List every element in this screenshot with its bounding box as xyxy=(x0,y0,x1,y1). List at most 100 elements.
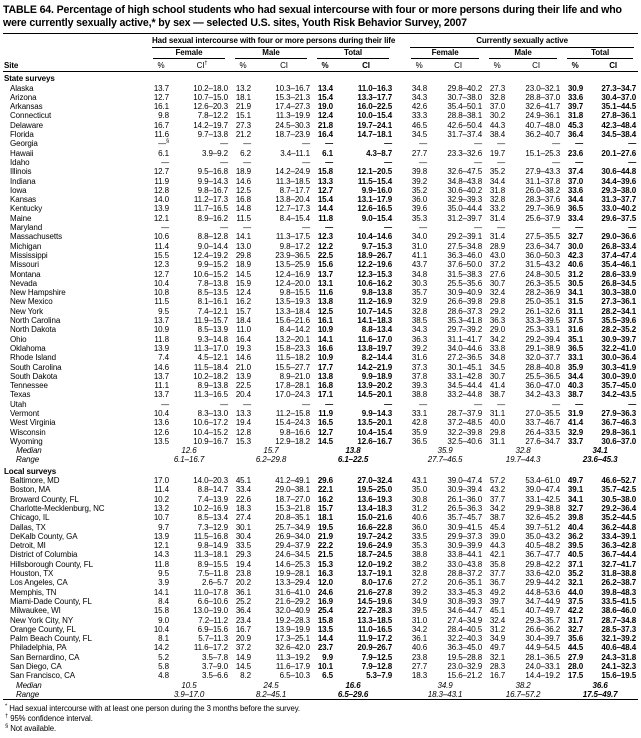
value-cell: 30.1–45.1 xyxy=(447,362,483,372)
site-name: Georgia xyxy=(10,139,38,149)
value-cell: 4.5–12.1 xyxy=(197,353,228,363)
value-cell: 33.3 xyxy=(411,111,428,121)
value-cell: 9.9–18.9 xyxy=(361,371,393,381)
value-cell: 29.7–36.9 xyxy=(525,204,561,214)
group-gap xyxy=(394,102,406,111)
pct-header: % xyxy=(312,59,338,73)
value-cell: 11.6–17.2 xyxy=(193,643,228,653)
stat-value-cell: 16.6 xyxy=(345,680,361,690)
value-cell: 44.3 xyxy=(489,541,506,551)
value-cell: 23.6 xyxy=(567,148,584,158)
value-cell: 9.9–14.3 xyxy=(361,408,393,418)
section-header-row: State surveys xyxy=(3,72,638,84)
value-cell: 35.0–43.2 xyxy=(525,531,561,541)
value-cell: 15.3 xyxy=(235,436,251,446)
value-cell: 32.9 xyxy=(411,297,428,307)
value-cell: 10.7–14.5 xyxy=(357,306,393,316)
range-label: Range xyxy=(16,455,40,465)
value-cell: 40.4 xyxy=(567,522,584,532)
group-gap xyxy=(394,34,406,48)
value-cell: 25.0–35.1 xyxy=(525,297,561,307)
value-cell: — xyxy=(220,139,228,149)
value-cell: 38.6–46.0 xyxy=(601,606,637,616)
value-cell: 32.0–37.7 xyxy=(525,353,561,363)
value-cell: 33.1 xyxy=(567,353,584,363)
value-cell: 31.0 xyxy=(411,615,428,625)
value-cell: 6.9–15.6 xyxy=(197,624,228,634)
value-cell: 24.0–33.1 xyxy=(525,662,561,671)
value-cell: 31.8–38.8 xyxy=(601,569,637,579)
value-cell: 13.3–29.4 xyxy=(275,578,310,588)
value-cell: 40.6 xyxy=(411,513,428,523)
value-cell: 13.3 xyxy=(235,408,251,418)
value-cell: 22.2 xyxy=(317,541,333,551)
value-cell: 24.6 xyxy=(317,587,333,597)
value-cell: 33.4 xyxy=(567,213,584,223)
value-cell: 24.3–31.8 xyxy=(601,652,637,662)
site-name: Delaware xyxy=(10,120,43,130)
table-row: Illinois 12.7 9.5–16.8 18.9 14.2–24.9 15.8 12.… xyxy=(3,167,638,176)
value-cell: 32.1 xyxy=(567,578,584,588)
value-cell: 42.2 xyxy=(567,606,584,616)
value-cell: 23.9–36.5 xyxy=(275,250,310,260)
group-gap xyxy=(394,381,406,390)
table-row: New York City, NY 9.0 7.2–11.2 23.4 19.2–28.… xyxy=(3,616,638,625)
value-cell: — xyxy=(384,157,393,167)
value-cell: 13.0–19.0 xyxy=(193,606,228,616)
value-cell: 32.1 xyxy=(489,652,506,662)
value-cell: 41.1 xyxy=(411,250,428,260)
value-cell: 11.0–17.8 xyxy=(193,587,228,597)
stat-value-cell: 18.3–43.1 xyxy=(427,689,463,699)
value-cell: 13.2 xyxy=(153,503,169,513)
value-cell: 49.7 xyxy=(489,643,506,653)
value-cell: 31.6–41.0 xyxy=(275,587,310,597)
site-name: Oklahoma xyxy=(10,343,46,353)
value-cell: — xyxy=(384,139,393,149)
value-cell: 33.4–39.1 xyxy=(601,531,637,541)
site-name: Milwaukee, WI xyxy=(10,606,61,616)
site-column-header: Site xyxy=(3,59,148,73)
table-row: Texas 13.7 11.3–16.5 20.4 17.0–24.3 17.1 14.5–… xyxy=(3,390,638,399)
value-cell: 16.9 xyxy=(317,596,333,606)
group-gap xyxy=(394,204,406,213)
value-cell: 11.3–18.1 xyxy=(193,550,228,560)
value-cell: 8.9–16.2 xyxy=(197,213,228,223)
value-cell: 27.3–34.7 xyxy=(601,83,637,93)
value-cell: 7.8–13.8 xyxy=(197,278,228,288)
value-cell: 13.8–20.4 xyxy=(275,195,310,205)
value-cell: 11.6 xyxy=(318,288,333,298)
value-cell: 11.5 xyxy=(154,297,169,307)
group-gap xyxy=(394,523,406,532)
value-cell: — xyxy=(628,139,637,149)
stat-value-cell: 6.5–29.6 xyxy=(337,689,369,699)
value-cell: 32.8 xyxy=(411,306,428,316)
value-cell: 19.7 xyxy=(489,148,506,158)
value-cell: 25.4 xyxy=(317,606,333,616)
value-cell: 30.5–38.0 xyxy=(601,494,637,504)
site-name: New Mexico xyxy=(10,297,53,307)
value-cell: 35.1–44.5 xyxy=(601,102,637,112)
stat-value-cell: 36.6 xyxy=(592,680,608,690)
value-cell: 6.1 xyxy=(158,148,169,158)
value-cell: 31.1 xyxy=(567,306,584,316)
value-cell: 40.6 xyxy=(567,260,584,270)
value-cell: 13.8 xyxy=(317,371,333,381)
value-cell: 12.7 xyxy=(317,185,333,195)
value-cell: 35.2 xyxy=(567,569,584,579)
value-cell: 25.6–37.9 xyxy=(525,213,561,223)
group-gap xyxy=(394,167,406,176)
value-cell: 36.3 xyxy=(411,334,428,344)
value-cell: — xyxy=(384,399,393,409)
value-cell: 35.0 xyxy=(411,485,428,495)
value-cell: 29.3–38.0 xyxy=(601,185,637,195)
site-name: Connecticut xyxy=(10,111,52,121)
table-row: San Bernardino, CA 5.2 3.5–7.8 14.9 11.3–19.… xyxy=(3,653,638,662)
table-row: District of Columbia 14.3 11.3–18.1 29.3 24.… xyxy=(3,550,638,559)
value-cell: 29.2–36.4 xyxy=(601,503,637,513)
stat-value-cell: 17.5–49.7 xyxy=(582,689,618,699)
value-cell: 7.8–12.2 xyxy=(197,111,228,121)
site-name: Texas xyxy=(10,390,31,400)
value-cell: 38.8 xyxy=(411,550,428,560)
value-cell: — xyxy=(243,139,251,149)
